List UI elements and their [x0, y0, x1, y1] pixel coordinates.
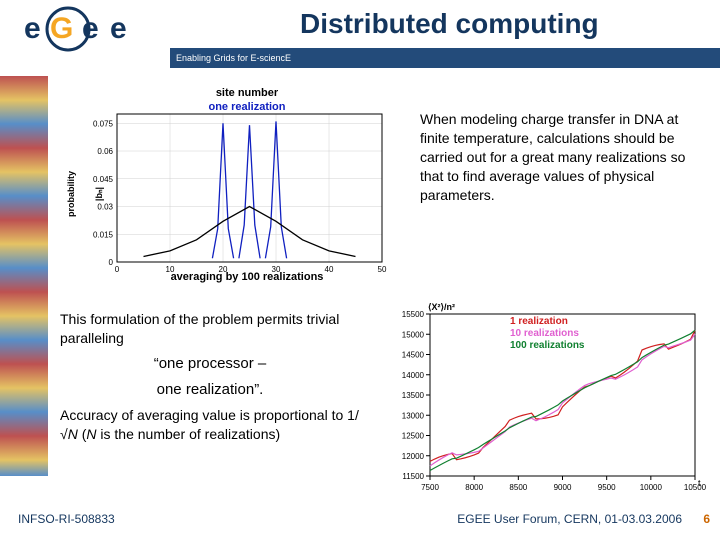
svg-text:1 realization: 1 realization: [510, 316, 568, 327]
svg-text:0.045: 0.045: [93, 175, 114, 184]
footer-page-number: 6: [703, 512, 710, 526]
svg-text:11500: 11500: [402, 472, 424, 481]
svg-text:0.015: 0.015: [93, 230, 114, 239]
svg-text:100 realizations: 100 realizations: [510, 340, 585, 351]
chart1-title-mid: one realization: [208, 101, 285, 113]
svg-text:15500: 15500: [402, 310, 425, 319]
svg-text:e: e: [82, 12, 99, 45]
para-left-line1: This formulation of the problem permits …: [60, 310, 360, 348]
svg-text:10000: 10000: [640, 483, 663, 492]
chart1-ylabel: probability: [66, 171, 76, 217]
chart2-ylabel: ⟨X²⟩/n²: [428, 302, 455, 312]
svg-text:12500: 12500: [402, 432, 425, 441]
svg-text:9000: 9000: [554, 483, 572, 492]
svg-text:0: 0: [115, 265, 120, 274]
footer-left: INFSO-RI-508833: [18, 512, 115, 526]
para-left-line2: Accuracy of averaging value is proportio…: [60, 406, 360, 444]
svg-text:G: G: [50, 12, 73, 45]
slide-header: e G e e Distributed computing Enabling G…: [0, 0, 720, 70]
svg-text:8500: 8500: [509, 483, 527, 492]
svg-text:e: e: [110, 12, 127, 45]
svg-text:14000: 14000: [402, 371, 425, 380]
slide-footer: INFSO-RI-508833 EGEE User Forum, CERN, 0…: [0, 512, 720, 532]
para-left-quote1: “one processor –: [60, 354, 360, 374]
egee-logo: e G e e: [18, 6, 148, 52]
msd-chart: 7500 8000 8500 9000 9500 10000 10500 11500 12000…: [380, 300, 710, 500]
svg-text:7500: 7500: [421, 483, 439, 492]
svg-text:40: 40: [325, 265, 334, 274]
svg-text:14500: 14500: [402, 351, 425, 360]
svg-text:13000: 13000: [402, 411, 425, 420]
paragraph-left: This formulation of the problem permits …: [60, 310, 360, 444]
svg-text:10500: 10500: [684, 483, 707, 492]
svg-text:e: e: [24, 12, 41, 45]
probability-chart: 0102030405000.0150.030.0450.060.075 site…: [62, 84, 392, 284]
tagline-bar: Enabling Grids for E-sciencE: [170, 48, 720, 68]
svg-text:0.06: 0.06: [97, 147, 113, 156]
svg-text:15000: 15000: [402, 330, 425, 339]
svg-text:10 realizations: 10 realizations: [510, 328, 579, 339]
svg-text:8000: 8000: [465, 483, 483, 492]
svg-text:0.075: 0.075: [93, 119, 114, 128]
svg-text:0.03: 0.03: [97, 203, 113, 212]
svg-text:13500: 13500: [402, 391, 425, 400]
svg-text:50: 50: [378, 265, 387, 274]
chart1-title-top: site number: [216, 87, 279, 99]
chart1-ylabel2: |bₙ|: [94, 187, 104, 201]
footer-right: EGEE User Forum, CERN, 01-03.03.2006: [457, 512, 682, 526]
svg-text:12000: 12000: [402, 452, 425, 461]
dna-decoration: [0, 76, 48, 476]
svg-text:9500: 9500: [598, 483, 616, 492]
para-left-quote2: one realization”.: [60, 380, 360, 400]
slide-title: Distributed computing: [300, 8, 599, 40]
chart1-title-bottom: averaging by 100 realizations: [171, 271, 324, 283]
paragraph-right: When modeling charge transfer in DNA at …: [420, 110, 700, 204]
svg-text:0: 0: [109, 258, 114, 267]
